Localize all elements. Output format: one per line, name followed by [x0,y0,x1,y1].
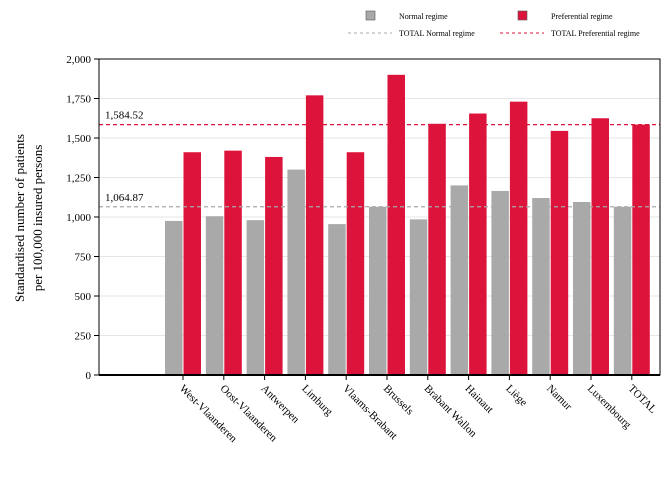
reference-lines: 1,064.87 1,584.52 [99,110,660,208]
x-tick-label-limburg: Limburg [299,383,335,419]
bar-normal-regime-brussels [369,206,387,375]
bar-preferential-regime-west-vlaanderen [183,152,201,375]
y-tick-label: 250 [75,331,92,343]
bar-normal-regime-antwerpen [246,220,265,375]
legend-label-total-preferential: TOTAL Preferential regime [551,29,640,38]
bar-preferential-regime-liege [509,101,528,375]
reference-label-total-preferential-regime: 1,584.52 [105,110,144,122]
y-tick-label: 750 [75,252,92,264]
y-axis-label-line-1: Standardised number of patients [12,134,27,302]
bar-normal-regime-vlaams-brabant [328,224,346,375]
bar-preferential-regime-total [632,124,650,375]
x-tick-label-namur: Namur [544,383,574,413]
legend-label-preferential-regime: Preferential regime [551,12,613,21]
y-tick-label: 0 [86,370,92,382]
reference-label-total-normal-regime: 1,064.87 [105,192,144,204]
legend-label-total-normal: TOTAL Normal regime [399,29,475,38]
legend-swatch-normal-regime [365,10,376,21]
bar-normal-regime-liege [491,190,509,375]
bar-preferential-regime-hainaut [469,113,487,375]
legend: Normal regime Preferential regime TOTAL … [348,10,640,38]
x-tick-label-brussels: Brussels [381,383,416,418]
y-tick-label: 1,750 [66,94,91,106]
bar-normal-regime-hainaut [450,185,469,375]
x-axis-labels: West-VlaanderenOost-VlaanderenAntwerpenL… [177,375,659,445]
bar-normal-regime-west-vlaanderen [165,220,183,375]
legend-swatch-preferential-regime [517,10,528,21]
bars [165,74,650,376]
y-axis-ticks: 0 250 500 750 1,000 1,250 1,500 1,750 2,000 [66,54,99,382]
bar-normal-regime-limburg [287,169,305,375]
bar-normal-regime-namur [532,198,550,375]
bar-preferential-regime-brussels [387,74,405,376]
y-tick-label: 500 [75,291,92,303]
bar-preferential-regime-brabant-wallon [428,123,446,375]
x-tick-label-hainaut: Hainaut [462,383,495,416]
x-tick-label-liege: Liège [503,383,529,409]
bar-preferential-regime-limburg [305,95,324,375]
bar-preferential-regime-oost-vlaanderen [224,150,242,375]
legend-label-normal-regime: Normal regime [399,12,448,21]
y-tick-label: 2,000 [66,54,91,66]
bar-normal-regime-luxembourg [573,201,591,375]
bar-normal-regime-oost-vlaanderen [205,216,224,375]
bar-preferential-regime-luxembourg [591,118,609,375]
bar-normal-regime-total [613,206,632,375]
bar-normal-regime-brabant-wallon [409,219,428,375]
y-tick-label: 1,250 [66,173,91,185]
bar-preferential-regime-namur [550,130,569,375]
y-axis-label-line-2: per 100,000 insured persons [30,145,45,292]
bar-preferential-regime-antwerpen [265,156,283,375]
bar-preferential-regime-vlaams-brabant [346,152,365,375]
x-tick-label-total: TOTAL [626,383,659,416]
x-tick-label-antwerpen: Antwerpen [258,383,301,426]
y-tick-label: 1,500 [66,133,91,145]
y-tick-label: 1,000 [66,212,91,224]
